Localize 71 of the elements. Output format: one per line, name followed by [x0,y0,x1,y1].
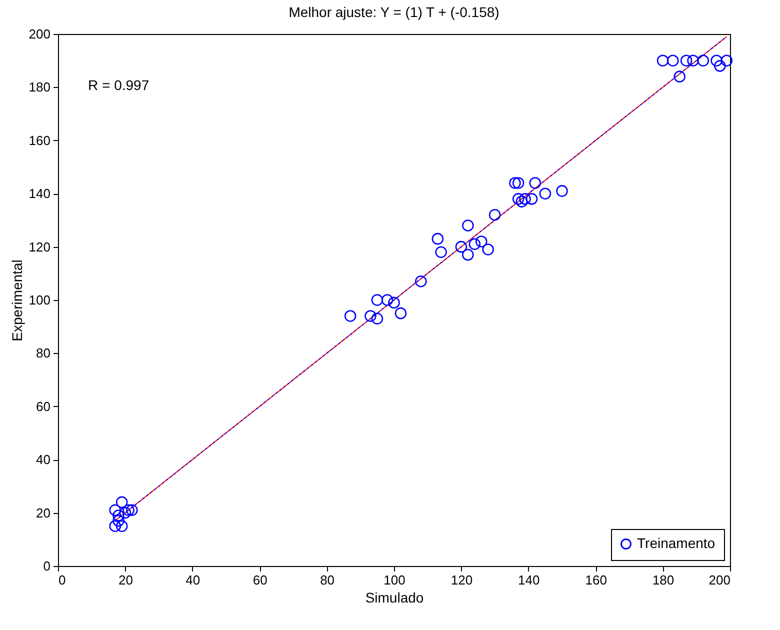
point [519,193,531,205]
point [126,504,138,516]
y-tick-label: 60 [36,398,50,414]
point [112,514,124,527]
point [674,70,686,82]
point [462,248,474,261]
x-tick-label: 80 [320,572,335,588]
point [556,185,568,197]
y-axis-title: Experimental [8,260,25,342]
x-tick-label: 120 [450,572,473,588]
point [109,504,122,516]
point [381,294,394,306]
y-tick-label: 120 [28,239,50,254]
point [697,54,710,66]
point [710,54,722,66]
y-tick-label: 160 [28,132,50,148]
x-tick-label: 200 [708,572,730,588]
point [394,307,407,320]
point [371,312,384,325]
point [488,208,501,221]
y-tick-label: 180 [28,80,50,95]
x-tick-label: 160 [585,572,607,588]
y-tick-label: 140 [28,186,50,202]
point [714,60,726,72]
point [516,196,528,208]
x-tick-label: 40 [186,572,200,588]
chart-title: Melhor ajuste: Y = (1) T + (-0.158) [288,4,500,20]
point [512,177,524,189]
point [364,310,376,322]
point [720,54,733,66]
point [656,54,669,66]
point [112,510,124,522]
x-tick-label: 100 [384,572,406,588]
x-tick-label: 180 [652,572,674,588]
x-axis-title: Simulado [365,590,424,606]
y-tick-label: 100 [28,292,50,308]
point [119,506,132,519]
point [482,244,494,256]
point [509,177,521,189]
point [512,193,524,205]
point [539,188,552,200]
y-tick-label: 200 [28,26,50,42]
point [468,238,481,250]
annotation: R = 0.997 [88,77,150,93]
x-tick-label: 60 [252,572,268,588]
point [122,504,134,516]
point [388,296,400,309]
y-tick-label: 20 [36,505,50,520]
point [432,232,444,245]
point [344,310,356,322]
point [475,236,488,248]
point [526,193,538,205]
y-tick-label: 40 [36,452,50,468]
y-tick-label: 80 [36,346,50,361]
x-tick-label: 140 [518,572,540,588]
point [680,54,692,66]
point [116,496,128,508]
point [462,220,474,232]
point [435,246,447,258]
point [666,54,679,66]
point [371,294,384,306]
point [455,240,468,253]
x-tick-label: 20 [118,572,133,588]
y-tick-label: 0 [43,558,50,574]
point [414,275,427,288]
point [529,177,542,189]
point [116,520,128,532]
x-tick-label: 0 [58,572,66,588]
point [109,520,122,532]
point [687,54,699,66]
legend-label: Treinamento [637,535,716,551]
